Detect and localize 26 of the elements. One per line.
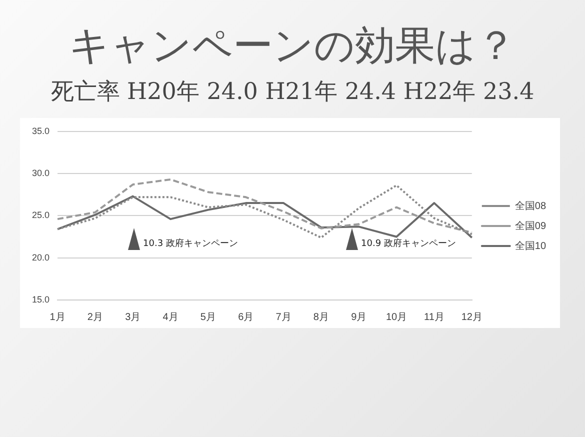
chart-subtitle: 死亡率 H20年 24.0 H21年 24.4 H22年 23.4 (50, 78, 536, 107)
annotation: 10.3 政府キャンペーン (143, 238, 238, 250)
x-tick-label: 3月 (125, 312, 141, 323)
annotation: 10.9 政府キャンペーン (361, 238, 456, 250)
x-tick-label: 11月 (424, 312, 444, 323)
x-tick-label: 5月 (200, 312, 216, 323)
legend-label: 全国08 (514, 200, 546, 212)
y-tick-label: 15.0 (32, 294, 50, 304)
x-tick-label: 4月 (162, 312, 178, 323)
y-tick-label: 30.0 (32, 168, 50, 178)
x-tick-label: 2月 (87, 312, 103, 323)
legend-label: 全国10 (514, 240, 546, 252)
x-tick-label: 10月 (386, 312, 408, 323)
x-tick-label: 8月 (313, 312, 329, 323)
x-tick-label: 12月 (461, 312, 482, 323)
line-series (56, 184, 473, 239)
x-tick-label: 9月 (351, 312, 367, 323)
chart-title: キャンペーンの効果は？ (68, 22, 517, 71)
x-tick-label: 6月 (238, 312, 254, 323)
x-tick-label: 1月 (50, 312, 66, 323)
y-tick-label: 25.0 (32, 210, 50, 220)
x-tick-label: 7月 (276, 312, 292, 323)
y-tick-label: 35.0 (32, 126, 50, 136)
legend-label: 全国09 (514, 220, 546, 232)
line-series (56, 178, 473, 234)
y-tick-label: 20.0 (32, 252, 50, 262)
